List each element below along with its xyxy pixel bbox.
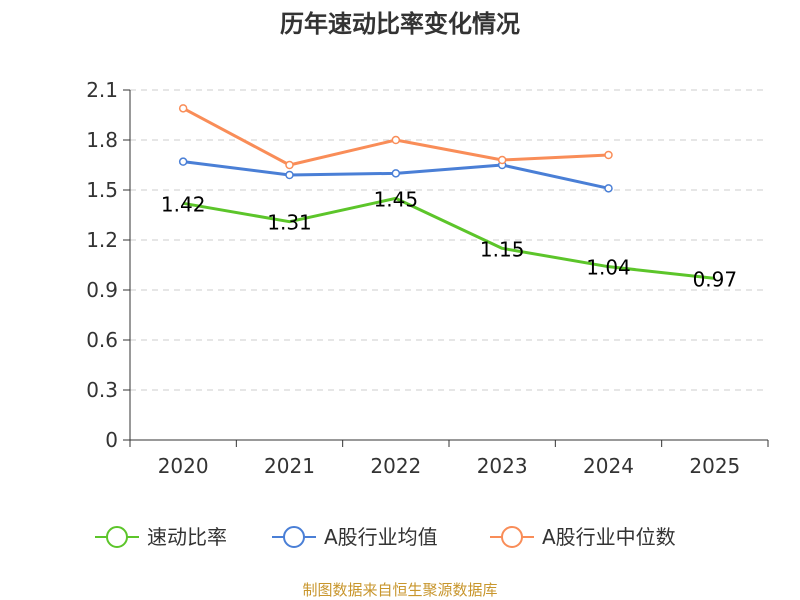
series-point bbox=[391, 135, 401, 145]
y-tick-label: 1.8 bbox=[86, 128, 118, 152]
series-point bbox=[497, 155, 507, 165]
data-label: 1.31 bbox=[267, 211, 312, 235]
series-point bbox=[178, 104, 188, 113]
data-label: 0.97 bbox=[693, 267, 738, 291]
y-tick-label: 1.2 bbox=[86, 228, 118, 252]
axes: 0 0.3 0.6 0.9 1.2 1.5 1.8 2.1 2020 2021 2022 2023 20… bbox=[86, 78, 769, 478]
data-label: 1.45 bbox=[374, 187, 419, 211]
y-tick-label: 2.1 bbox=[86, 78, 118, 102]
x-tick-label: 2021 bbox=[264, 454, 315, 478]
y-tick-label: 0.9 bbox=[86, 278, 118, 302]
legend-marker bbox=[283, 526, 305, 548]
y-tick-label: 0.6 bbox=[86, 328, 118, 352]
legend-label: A股行业中位数 bbox=[542, 525, 676, 549]
series-point bbox=[285, 160, 294, 170]
legend-marker bbox=[106, 526, 128, 548]
series-point bbox=[178, 157, 188, 166]
y-tick-label: 0 bbox=[105, 428, 118, 452]
series-group bbox=[178, 104, 715, 280]
x-tick-label: 2024 bbox=[583, 454, 634, 478]
grid bbox=[130, 89, 768, 391]
y-tick-label: 1.5 bbox=[86, 178, 118, 202]
series-point bbox=[285, 170, 294, 180]
x-tick-label: 2020 bbox=[158, 454, 209, 478]
series-point bbox=[604, 184, 613, 193]
legend-marker bbox=[501, 526, 523, 548]
series-point bbox=[391, 169, 401, 178]
legend-label: A股行业均值 bbox=[324, 525, 438, 549]
data-label: 1.15 bbox=[480, 237, 525, 261]
x-tick-label: 2023 bbox=[477, 454, 528, 478]
x-tick-label: 2025 bbox=[689, 454, 740, 478]
source-note: 制图数据来自恒生聚源数据库 bbox=[302, 581, 497, 599]
legend-label: 速动比率 bbox=[147, 525, 227, 549]
data-label: 1.04 bbox=[586, 256, 631, 280]
legend: 速动比率 A股行业均值 A股行业中位数 bbox=[95, 525, 676, 549]
data-labels: 1.42 1.31 1.45 1.15 1.04 0.97 bbox=[161, 187, 737, 291]
series-point bbox=[604, 150, 613, 160]
series-line-0 bbox=[182, 196, 715, 280]
x-tick-label: 2022 bbox=[370, 454, 421, 478]
data-label: 1.42 bbox=[161, 192, 206, 216]
y-tick-label: 0.3 bbox=[86, 378, 118, 402]
chart-title: 历年速动比率变化情况 bbox=[280, 10, 520, 38]
